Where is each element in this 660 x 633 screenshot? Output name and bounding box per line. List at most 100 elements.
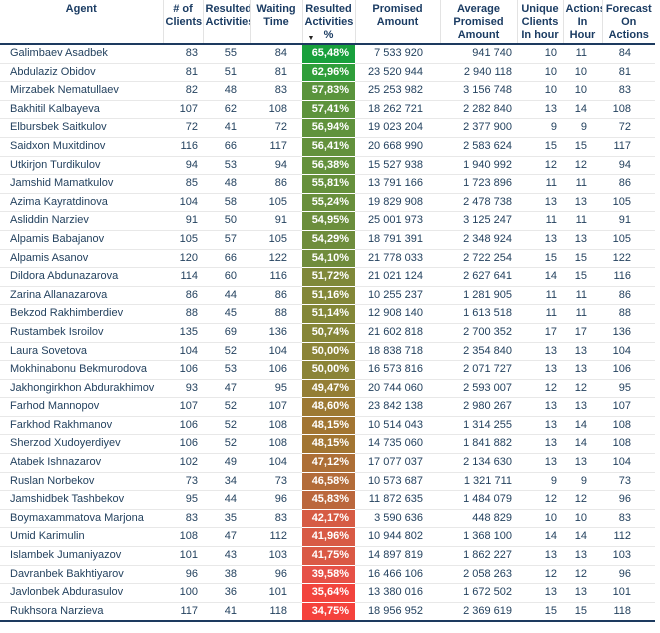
promised-cell: 18 956 952: [355, 602, 440, 623]
table-row[interactable]: Rustambek Isroilov 135 69 136 50,74% 21 602 8…: [0, 323, 655, 343]
table-row[interactable]: Zarina Allanazarova 86 44 86 51,16% 10 255 23…: [0, 286, 655, 306]
resulted-cell: 53: [203, 156, 250, 176]
avg-cell: 2 700 352: [440, 323, 517, 343]
table-row[interactable]: Utkirjon Turdikulov 94 53 94 56,38% 15 527 93…: [0, 156, 655, 176]
clients-cell: 101: [163, 546, 203, 566]
table-row[interactable]: Bakhitil Kalbayeva 107 62 108 57,41% 18 262 7…: [0, 100, 655, 120]
table-row[interactable]: Islambek Jumaniyazov 101 43 103 41,75% 14 897…: [0, 546, 655, 566]
forecast-cell: 116: [602, 267, 655, 287]
avg-cell: 1 281 905: [440, 286, 517, 306]
unique-cell: 12: [517, 490, 563, 510]
column-header-avg[interactable]: Average Promised Amount: [439, 0, 517, 45]
agent-cell: Bakhitil Kalbayeva: [0, 100, 163, 120]
table-row[interactable]: Farhod Mannopov 107 52 107 48,60% 23 842 138 2…: [0, 397, 655, 417]
agent-cell: Farkhod Rakhmanov: [0, 416, 163, 436]
agent-cell: Asliddin Narziev: [0, 211, 163, 231]
waiting-cell: 72: [250, 118, 302, 138]
forecast-cell: 101: [602, 583, 655, 603]
avg-cell: 1 321 711: [440, 472, 517, 492]
column-header-forecast[interactable]: Forecast On Actions: [601, 0, 655, 45]
agent-cell: Alpamis Asanov: [0, 249, 163, 269]
table-row[interactable]: Atabek Ishnazarov 102 49 104 47,12% 17 077 03…: [0, 453, 655, 473]
waiting-cell: 136: [250, 323, 302, 343]
avg-cell: 2 377 900: [440, 118, 517, 138]
promised-cell: 17 077 037: [355, 453, 440, 473]
column-header-actions[interactable]: Actions In Hour: [562, 0, 603, 45]
pct-cell: 50,74%: [302, 323, 355, 343]
pct-cell: 45,83%: [302, 490, 355, 510]
column-header-promised[interactable]: Promised Amount: [354, 0, 440, 45]
table-row[interactable]: Azima Kayratdinova 104 58 105 55,24% 19 829 9…: [0, 193, 655, 213]
avg-cell: 2 722 254: [440, 249, 517, 269]
column-header-pct[interactable]: Resulted Activities % ▼: [301, 0, 355, 45]
pct-cell: 42,17%: [302, 509, 355, 529]
table-row[interactable]: Laura Sovetova 104 52 104 50,00% 18 838 718 2 …: [0, 342, 655, 362]
table-row[interactable]: Davranbek Bakhtiyarov 96 38 96 39,58% 16 466 …: [0, 565, 655, 585]
table-row[interactable]: Saidxon Muxitdinov 116 66 117 56,41% 20 668 9…: [0, 137, 655, 157]
table-row[interactable]: Jamshidbek Tashbekov 95 44 96 45,83% 11 872 6…: [0, 490, 655, 510]
clients-cell: 106: [163, 434, 203, 455]
agent-cell: Atabek Ishnazarov: [0, 453, 163, 473]
column-header-waiting[interactable]: Waiting Time: [249, 0, 302, 45]
resulted-cell: 52: [203, 342, 250, 362]
table-row[interactable]: Mirzabek Nematullaev 82 48 83 57,83% 25 253 9…: [0, 81, 655, 101]
column-header-clients[interactable]: # of Clients: [162, 0, 203, 45]
table-row[interactable]: Farkhod Rakhmanov 106 52 108 48,15% 10 514 04…: [0, 416, 655, 436]
promised-cell: 13 380 016: [355, 583, 440, 603]
table-row[interactable]: Asliddin Narziev 91 50 91 54,95% 25 001 973 3 …: [0, 211, 655, 231]
avg-cell: 1 314 255: [440, 416, 517, 436]
column-header-label: Actions In Hour: [565, 3, 603, 41]
waiting-cell: 73: [250, 472, 302, 492]
table-row[interactable]: Elbursbek Saitkulov 72 41 72 56,94% 19 023 20…: [0, 118, 655, 138]
table-row[interactable]: Mokhinabonu Bekmurodova 106 53 106 50,00% 16 …: [0, 360, 655, 380]
resulted-cell: 41: [203, 602, 250, 623]
clients-cell: 88: [163, 304, 203, 324]
column-header-unique[interactable]: Unique Clients In hour: [516, 0, 563, 45]
table-row[interactable]: Sherzod Xudoyerdiyev 106 52 108 48,15% 14 735…: [0, 434, 655, 455]
forecast-cell: 108: [602, 416, 655, 436]
table-row[interactable]: Ruslan Norbekov 73 34 73 46,58% 10 573 687 1 3…: [0, 472, 655, 492]
avg-cell: 2 369 619: [440, 602, 517, 623]
table-row[interactable]: Rukhsora Narzieva 117 41 118 34,75% 18 956 95…: [0, 602, 655, 623]
table-row[interactable]: Umid Karimulin 108 47 112 41,96% 10 944 802 1 …: [0, 527, 655, 548]
resulted-cell: 52: [203, 397, 250, 417]
forecast-cell: 86: [602, 286, 655, 306]
resulted-cell: 45: [203, 304, 250, 324]
clients-cell: 108: [163, 527, 203, 548]
unique-cell: 15: [517, 137, 563, 157]
unique-cell: 12: [517, 565, 563, 585]
table-row[interactable]: Jamshid Mamatkulov 85 48 86 55,81% 13 791 166…: [0, 174, 655, 194]
promised-cell: 10 944 802: [355, 527, 440, 548]
table-row[interactable]: Jakhongirkhon Abdurakhimov 93 47 95 49,47% 20…: [0, 379, 655, 399]
table-row[interactable]: Abdulaziz Obidov 81 51 81 62,96% 23 520 944 2 …: [0, 63, 655, 83]
unique-cell: 13: [517, 546, 563, 566]
pct-cell: 57,83%: [302, 81, 355, 101]
agent-cell: Umid Karimulin: [0, 527, 163, 548]
table-row[interactable]: Bekzod Rakhimberdiev 88 45 88 51,14% 12 908 1…: [0, 304, 655, 324]
table-row[interactable]: Galimbaev Asadbek 83 55 84 65,48% 7 533 920 94…: [0, 44, 655, 64]
waiting-cell: 112: [250, 527, 302, 548]
resulted-cell: 60: [203, 267, 250, 287]
agent-cell: Galimbaev Asadbek: [0, 44, 163, 64]
table-row[interactable]: Boymaxammatova Marjona 83 35 83 42,17% 3 590 …: [0, 509, 655, 529]
forecast-cell: 108: [602, 434, 655, 455]
unique-cell: 13: [517, 230, 563, 250]
table-row[interactable]: Javlonbek Abdurasulov 100 36 101 35,64% 13 38…: [0, 583, 655, 603]
forecast-cell: 81: [602, 63, 655, 83]
promised-cell: 10 255 237: [355, 286, 440, 306]
resulted-cell: 69: [203, 323, 250, 343]
unique-cell: 9: [517, 118, 563, 138]
forecast-cell: 96: [602, 490, 655, 510]
column-header-resulted[interactable]: Resulted Activities: [202, 0, 250, 45]
actions-cell: 11: [563, 174, 602, 194]
table-row[interactable]: Alpamis Babajanov 105 57 105 54,29% 18 791 39…: [0, 230, 655, 250]
actions-cell: 10: [563, 509, 602, 529]
clients-cell: 86: [163, 286, 203, 306]
table-row[interactable]: Dildora Abdunazarova 114 60 116 51,72% 21 021…: [0, 267, 655, 287]
pct-cell: 51,16%: [302, 286, 355, 306]
forecast-cell: 83: [602, 81, 655, 101]
unique-cell: 14: [517, 267, 563, 287]
column-header-agent[interactable]: Agent: [0, 0, 163, 45]
table-row[interactable]: Alpamis Asanov 120 66 122 54,10% 21 778 033 2 …: [0, 249, 655, 269]
avg-cell: 2 980 267: [440, 397, 517, 417]
